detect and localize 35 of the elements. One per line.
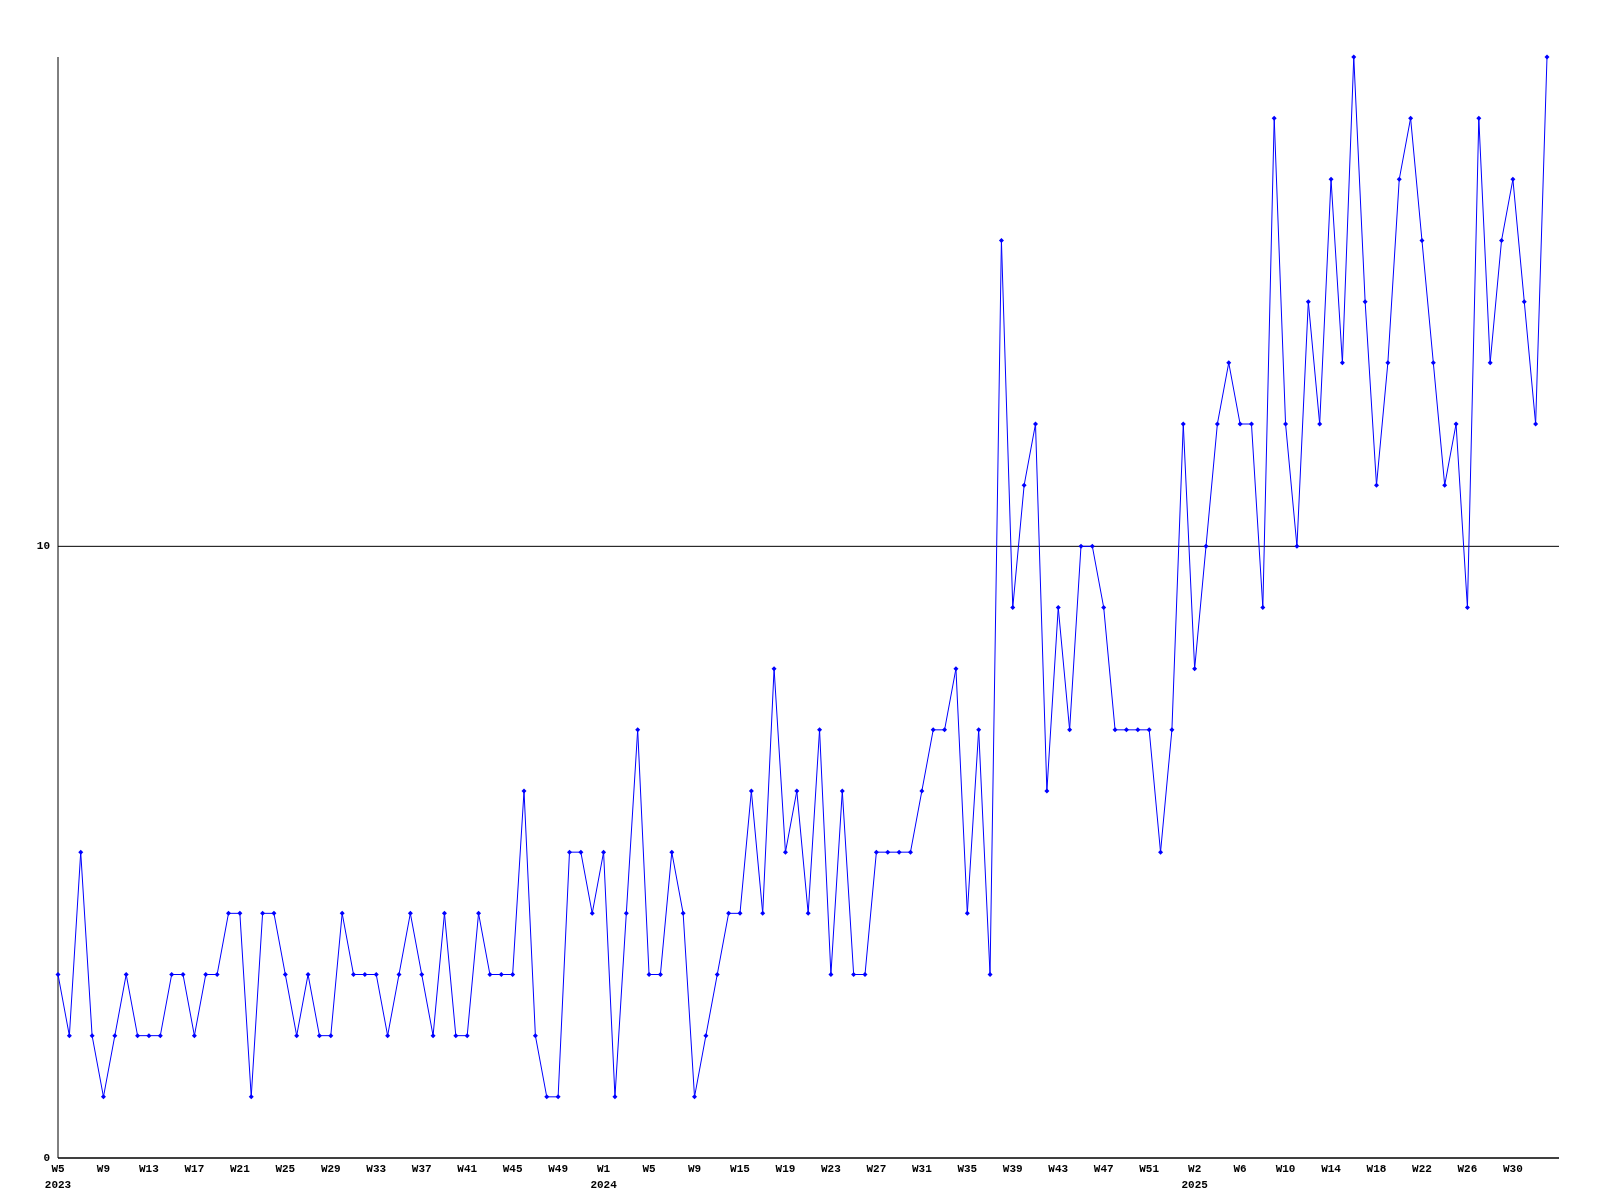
x-tick-label: W22 bbox=[1412, 1163, 1432, 1175]
x-tick-label: W31 bbox=[911, 1163, 933, 1175]
x-tick-label: W33 bbox=[366, 1163, 387, 1175]
x-tick-label: W18 bbox=[1366, 1163, 1387, 1175]
x-tick-label: W39 bbox=[1002, 1163, 1023, 1175]
x-tick-label: W25 bbox=[275, 1163, 296, 1175]
y-tick-label: 0 bbox=[43, 1151, 50, 1164]
x-tick-label: W2 2025 bbox=[1181, 1163, 1209, 1191]
x-tick-label: W6 bbox=[1233, 1163, 1247, 1175]
x-tick-label: W47 bbox=[1093, 1163, 1114, 1175]
x-tick-label: W15 bbox=[730, 1163, 751, 1175]
x-tick-label: W19 bbox=[775, 1163, 796, 1175]
x-tick-label: W1 2024 bbox=[590, 1163, 618, 1191]
x-tick-label: W23 bbox=[821, 1163, 842, 1175]
x-tick-label: W26 bbox=[1457, 1163, 1478, 1175]
x-tick-label: W35 bbox=[957, 1163, 978, 1175]
x-tick-label: W9 bbox=[687, 1163, 702, 1175]
x-tick-label: W13 bbox=[139, 1163, 160, 1175]
x-tick-label: W14 bbox=[1321, 1163, 1342, 1175]
x-tick-label: W41 bbox=[457, 1163, 478, 1175]
x-tick-label: W17 bbox=[184, 1163, 205, 1175]
x-tick-label: W5 2023 bbox=[44, 1163, 72, 1191]
y-tick-label: 10 bbox=[36, 540, 50, 553]
x-tick-label: W9 bbox=[96, 1163, 111, 1175]
x-tick-label: W5 bbox=[642, 1163, 657, 1175]
x-tick-label: W30 bbox=[1502, 1163, 1523, 1175]
x-tick-label: W10 bbox=[1275, 1163, 1296, 1175]
x-tick-label: W51 bbox=[1139, 1163, 1160, 1175]
x-tick-label: W37 bbox=[411, 1163, 432, 1175]
x-tick-label: W29 bbox=[320, 1163, 341, 1175]
x-tick-label: W43 bbox=[1048, 1163, 1069, 1175]
x-tick-label: W45 bbox=[502, 1163, 523, 1175]
x-tick-label: W49 bbox=[548, 1163, 569, 1175]
x-tick-label: W27 bbox=[866, 1163, 887, 1175]
x-tick-label: W21 bbox=[229, 1163, 251, 1175]
